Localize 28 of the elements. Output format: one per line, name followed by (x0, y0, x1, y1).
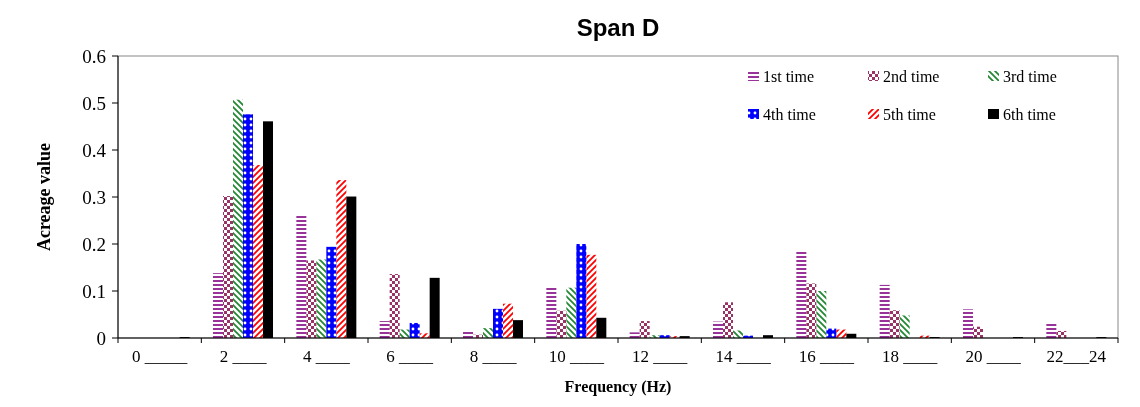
legend-label: 2nd time (883, 67, 940, 85)
x-tick-label: 10 ____ (548, 347, 605, 366)
x-tick-label: 16 ____ (798, 347, 855, 366)
x-tick-label: 14 ____ (715, 347, 772, 366)
y-axis-title: Acreage value (34, 142, 54, 252)
legend-label: 4th time (763, 105, 816, 123)
x-tick-label: 6 ____ (386, 347, 434, 366)
x-tick-label: 20 ____ (965, 347, 1022, 366)
x-tick-label: 22___24 (1046, 347, 1107, 366)
y-tick-label: 0.4 (82, 139, 107, 161)
y-tick-label: 0.6 (82, 45, 106, 67)
chart-title: Span D (576, 14, 660, 41)
y-tick-label: 0 (96, 327, 106, 349)
x-tick-label: 0 _____ (132, 347, 188, 366)
x-axis-title: Frequency (Hz) (564, 378, 672, 396)
x-tick-label: 8 ____ (469, 347, 517, 366)
x-tick-label: 18 ____ (882, 347, 938, 366)
legend-label: 1st time (763, 67, 815, 85)
y-tick-label: 0.1 (82, 280, 106, 302)
y-tick-label: 0.3 (82, 186, 106, 208)
x-tick-label: 4 ____ (302, 347, 351, 366)
x-tick-label: 12 ____ (632, 347, 688, 366)
legend-label: 5th time (883, 105, 936, 123)
legend-label: 6th time (1003, 105, 1056, 123)
legend-label: 3rd time (1003, 67, 1057, 85)
y-tick-label: 0.5 (82, 92, 106, 114)
x-tick-label: 2 ____ (219, 347, 267, 366)
y-tick-label: 0.2 (82, 233, 106, 255)
